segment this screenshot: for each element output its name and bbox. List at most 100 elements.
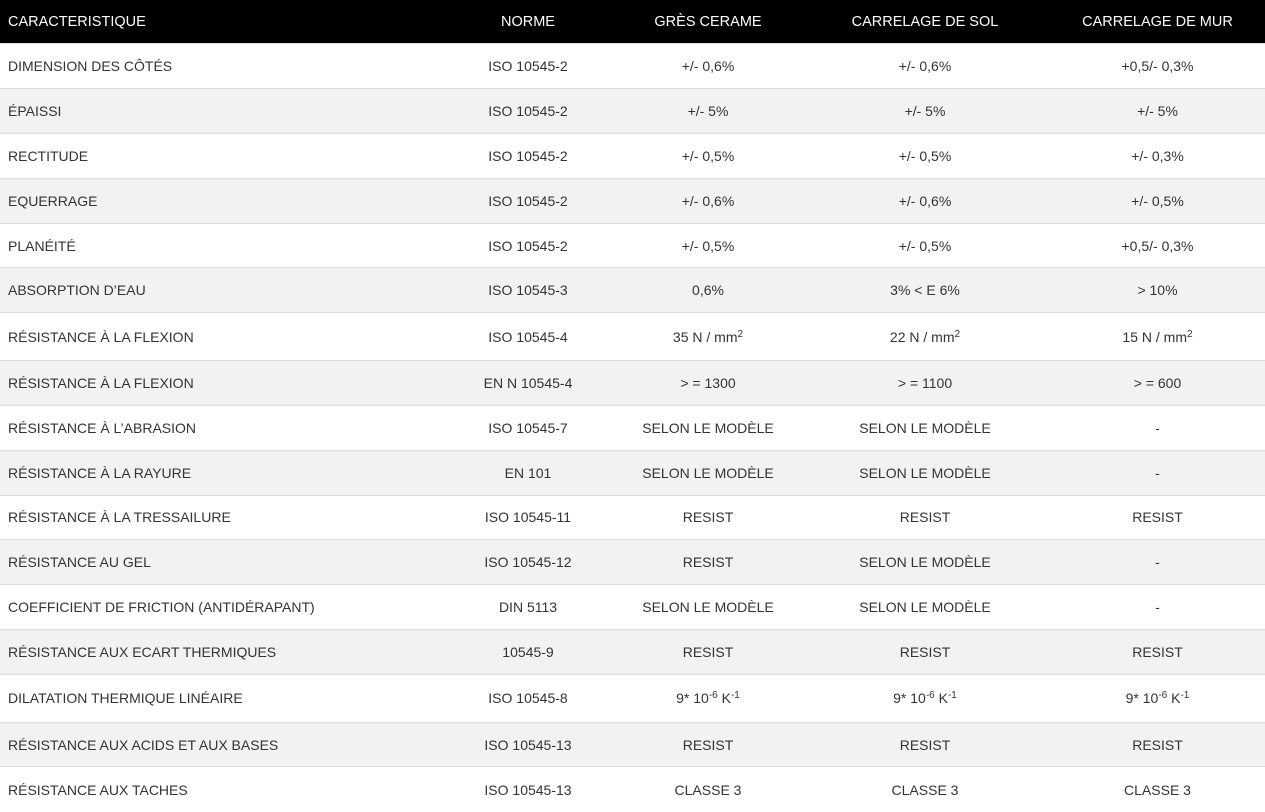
table-cell: RÉSISTANCE AUX ECART THERMIQUES: [0, 629, 440, 675]
table-cell: ISO 10545-13: [440, 766, 616, 812]
table-cell: +/- 5%: [616, 87, 800, 134]
table-cell: RÉSISTANCE AUX ACIDS ET AUX BASES: [0, 721, 440, 767]
table-row: RÉSISTANCE À LA FLEXION ISO 10545-4 35 N /…: [0, 312, 1265, 361]
table-cell: RESIST: [616, 494, 800, 540]
table-row: PLANÉITÉ ISO 10545-2 +/- 0,5% +/- 0,5% +0,5/…: [0, 222, 1265, 268]
table-cell: 35 N / mm2: [616, 312, 800, 361]
table-cell: PLANÉITÉ: [0, 222, 440, 268]
table-cell: +/- 0,5%: [800, 222, 1050, 268]
table-cell: +/- 0,6%: [616, 43, 800, 89]
table-cell: SELON LE MODÈLE: [616, 449, 800, 496]
table-header: CARACTERISTIQUE NORME GRÈS CERAME CARRELAGE…: [0, 0, 1265, 44]
table-body: DIMENSION DES CÔTÉS ISO 10545-2 +/- 0,6% +/…: [0, 43, 1265, 812]
table-cell: EN 101: [440, 449, 616, 496]
table-row: RÉSISTANCE À L’ABRASION ISO 10545-7 SELON …: [0, 404, 1265, 451]
table-cell: ISO 10545-8: [440, 674, 616, 723]
table-cell: 0,6%: [616, 267, 800, 313]
table-cell: EN N 10545-4: [440, 359, 616, 406]
table-cell: DILATATION THERMIQUE LINÉAIRE: [0, 674, 440, 723]
table-cell: EQUERRAGE: [0, 177, 440, 224]
table-cell: RESIST: [616, 629, 800, 675]
table-cell: ISO 10545-2: [440, 87, 616, 134]
table-cell: CLASSE 3: [616, 766, 800, 812]
table-cell: RESIST: [1050, 494, 1265, 540]
table-row: RÉSISTANCE AUX ECART THERMIQUES 10545-9 RE…: [0, 629, 1265, 675]
table-cell: RESIST: [800, 721, 1050, 767]
table-cell: ISO 10545-13: [440, 721, 616, 767]
table-cell: COEFFICIENT DE FRICTION (ANTIDÉRAPANT): [0, 584, 440, 630]
table-cell: ISO 10545-2: [440, 43, 616, 89]
table-cell: RÉSISTANCE AUX TACHES: [0, 766, 440, 812]
superscript: -6: [925, 690, 935, 702]
table-cell: DIMENSION DES CÔTÉS: [0, 43, 440, 89]
superscript: -1: [730, 690, 740, 702]
table-cell: +/- 5%: [800, 87, 1050, 134]
table-cell: +/- 5%: [1050, 87, 1265, 134]
table-cell: RESIST: [800, 494, 1050, 540]
table-cell: SELON LE MODÈLE: [800, 404, 1050, 451]
superscript: -6: [1158, 690, 1168, 702]
cell-text: K: [717, 690, 731, 707]
table-cell: ISO 10545-7: [440, 404, 616, 451]
table-row: RECTITUDE ISO 10545-2 +/- 0,5% +/- 0,5% +/- …: [0, 132, 1265, 179]
table-cell: ISO 10545-2: [440, 132, 616, 179]
superscript: -6: [708, 690, 718, 702]
superscript: -1: [1180, 690, 1190, 702]
table-cell: +0,5/- 0,3%: [1050, 222, 1265, 268]
table-cell: RÉSISTANCE À LA FLEXION: [0, 359, 440, 406]
table-row: RÉSISTANCE À LA FLEXION EN N 10545-4 > = 1…: [0, 359, 1265, 406]
table-row: COEFFICIENT DE FRICTION (ANTIDÉRAPANT) DI…: [0, 584, 1265, 630]
header-cell: NORME: [440, 0, 616, 44]
table-cell: RESIST: [616, 539, 800, 585]
cell-text: 35 N / mm: [672, 328, 738, 345]
superscript: 2: [1187, 328, 1193, 340]
table-cell: -: [1050, 449, 1265, 496]
table-row: RÉSISTANCE AUX TACHES ISO 10545-13 CLASSE …: [0, 766, 1265, 812]
table-cell: 22 N / mm2: [800, 312, 1050, 361]
table-row: RÉSISTANCE AU GEL ISO 10545-12 RESIST SELON…: [0, 539, 1265, 585]
table-row: DIMENSION DES CÔTÉS ISO 10545-2 +/- 0,6% +/…: [0, 43, 1265, 89]
table-cell: 9* 10-6 K-1: [616, 674, 800, 723]
table-cell: SELON LE MODÈLE: [800, 449, 1050, 496]
table-cell: > = 1300: [616, 359, 800, 406]
header-row: CARACTERISTIQUE NORME GRÈS CERAME CARRELAGE…: [0, 0, 1265, 44]
table-cell: -: [1050, 404, 1265, 451]
table-cell: -: [1050, 584, 1265, 630]
table-cell: +0,5/- 0,3%: [1050, 43, 1265, 89]
table-cell: ABSORPTION D’EAU: [0, 267, 440, 313]
table-cell: ISO 10545-3: [440, 267, 616, 313]
header-cell: CARACTERISTIQUE: [0, 0, 440, 44]
table-cell: 9* 10-6 K-1: [1050, 674, 1265, 723]
table-cell: 9* 10-6 K-1: [800, 674, 1050, 723]
table-cell: ÉPAISSI: [0, 87, 440, 134]
table-row: RÉSISTANCE À LA RAYURE EN 101 SELON LE MOD…: [0, 449, 1265, 496]
cell-text: K: [934, 690, 948, 707]
table-cell: +/- 0,3%: [1050, 132, 1265, 179]
header-cell: CARRELAGE DE MUR: [1050, 0, 1265, 44]
superscript: 2: [737, 328, 744, 340]
table-cell: RÉSISTANCE AU GEL: [0, 539, 440, 585]
table-cell: > = 600: [1050, 359, 1265, 406]
table-cell: ISO 10545-12: [440, 539, 616, 585]
table-cell: SELON LE MODÈLE: [800, 539, 1050, 585]
table-row: EQUERRAGE ISO 10545-2 +/- 0,6% +/- 0,6% +/- …: [0, 177, 1265, 224]
table-cell: +/- 0,5%: [800, 132, 1050, 179]
table-cell: RESIST: [1050, 629, 1265, 675]
table-cell: > 10%: [1050, 267, 1265, 313]
table-cell: RÉSISTANCE À LA RAYURE: [0, 449, 440, 496]
table-cell: CLASSE 3: [1050, 766, 1265, 812]
cell-text: K: [1167, 690, 1181, 707]
table-cell: SELON LE MODÈLE: [616, 584, 800, 630]
table-cell: ISO 10545-2: [440, 222, 616, 268]
table-cell: RECTITUDE: [0, 132, 440, 179]
table-cell: RÉSISTANCE À LA FLEXION: [0, 312, 440, 361]
header-cell: CARRELAGE DE SOL: [800, 0, 1050, 44]
cell-text: 15 N / mm: [1122, 328, 1187, 345]
superscript: -1: [947, 690, 957, 702]
table-cell: +/- 0,6%: [800, 177, 1050, 224]
table-cell: +/- 0,5%: [616, 222, 800, 268]
table-cell: +/- 0,5%: [616, 132, 800, 179]
table-cell: SELON LE MODÈLE: [800, 584, 1050, 630]
